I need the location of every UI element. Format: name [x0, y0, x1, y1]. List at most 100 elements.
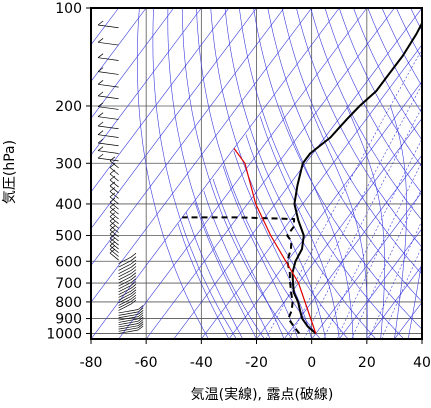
wind-barb-flag-730: [130, 278, 137, 283]
wind-barb-flag-835: [130, 297, 137, 302]
isotherm--150: [91, 8, 147, 83]
wind-barb-shaft-145: [98, 57, 119, 61]
y-tick-label-6: 700: [55, 276, 82, 292]
wind-barb-flag-685: [130, 269, 137, 274]
wind-barb-flag-670: [130, 266, 137, 271]
wind-barb-shaft-445: [109, 211, 119, 220]
background-lines: [91, 8, 422, 339]
wind-barb-shaft-400: [109, 196, 119, 205]
mixing-ratio-line-1: [265, 48, 422, 339]
moist-adiabat-30: [390, 105, 407, 339]
dry-adiabat--30: [152, 8, 237, 339]
mixing-ratio-line-10: [351, 187, 422, 339]
wind-barb-shaft-520: [109, 233, 119, 242]
y-tick-label-0: 100: [55, 1, 82, 17]
y-axis-title: 気圧(hPa): [2, 140, 18, 204]
isotherm--60: [145, 8, 395, 339]
wind-barb-shaft-565: [109, 245, 119, 254]
wind-barb-flag-400: [109, 192, 116, 198]
x-tick-label-2: -40: [190, 355, 213, 371]
wind-barb-shaft-295: [98, 157, 119, 162]
wind-barb-shaft-310: [109, 160, 119, 169]
wind-barb-shaft-925: [118, 318, 139, 323]
wind-barb-flag-655: [130, 263, 137, 268]
wind-barb-shaft-355: [109, 179, 119, 188]
wind-barb-flag-715: [130, 275, 137, 280]
moist-adiabat--15: [203, 190, 271, 339]
wind-barb-flag-895: [137, 310, 144, 315]
wind-barb-flag-1000: [137, 325, 144, 331]
isotherm--120: [91, 8, 230, 193]
wind-barb-shaft-490: [109, 225, 119, 233]
wind-barb-shaft-130: [98, 41, 119, 46]
wind-barb-flag-625: [130, 256, 137, 261]
wind-barb-flag-640: [130, 259, 137, 265]
wind-barb-flag-115: [97, 20, 104, 26]
dry-adiabat-10: [210, 8, 349, 339]
wind-barb-flag-385: [109, 187, 116, 192]
wind-barb-flag-610: [130, 252, 137, 258]
wind-barb-shaft-265: [98, 142, 119, 147]
moist-adiabat--10: [212, 178, 285, 339]
y-tick-label-9: 1000: [46, 326, 82, 342]
wind-barb-flag-175: [97, 80, 104, 85]
wind-barb-shaft-505: [109, 229, 119, 238]
moist-adiabat-10: [259, 116, 340, 339]
isotherm-0: [311, 191, 422, 339]
wind-barb-flag-235: [97, 121, 104, 127]
profile-series: [182, 21, 422, 335]
wind-barb-flag-295: [97, 153, 104, 159]
wind-barb-flag-160: [97, 67, 104, 72]
wind-barb-shaft-640: [118, 263, 132, 271]
wind-barb-shaft-595: [109, 252, 119, 261]
wind-barb-flag-355: [109, 175, 116, 181]
moist-adiabat--25: [185, 212, 243, 339]
x-axis-title: 気温(実線), 露点(破線): [191, 387, 334, 403]
wind-barb-flag-370: [109, 181, 116, 187]
wind-barb-shaft-775: [118, 290, 132, 298]
wind-barb-flag-445: [109, 207, 116, 213]
wind-barb-shaft-1000: [118, 329, 139, 334]
wind-barb-flag-760: [130, 284, 137, 289]
wind-barb-shaft-700: [118, 276, 132, 284]
wind-barb-flag-145: [97, 53, 104, 58]
wind-barb-flag-205: [97, 102, 104, 107]
wind-barb-flag-790: [130, 289, 137, 295]
wind-barb-shaft-850: [118, 303, 132, 311]
wind-barb-shaft-685: [118, 273, 132, 281]
wind-barb-shaft-385: [109, 191, 119, 199]
wind-barb-shaft-730: [118, 282, 132, 290]
wind-barb-flag-250: [97, 130, 104, 135]
wind-barb-flag-820: [130, 294, 137, 300]
moist-adiabat-5: [245, 134, 326, 339]
isotherm--110: [91, 8, 257, 230]
wind-barb-flag-430: [109, 202, 116, 208]
isotherm--30: [228, 81, 422, 339]
moist-adiabat-20: [309, 105, 368, 339]
grid: [91, 8, 422, 339]
x-tick-label-6: 40: [413, 355, 431, 371]
series-line-2: [233, 148, 317, 334]
wind-barb-shaft-370: [109, 185, 119, 194]
wind-barb-flag-700: [130, 272, 137, 277]
wind-barb-shaft-910: [118, 316, 139, 321]
x-tick-label-0: -80: [80, 355, 103, 371]
dry-adiabat--40: [137, 8, 209, 339]
mixing-ratio-line-15: [368, 219, 422, 339]
y-tick-label-7: 800: [55, 295, 82, 311]
wind-barb-flag-265: [97, 138, 104, 144]
wind-barb-shaft-580: [109, 249, 119, 257]
moist-adiabat-25: [346, 105, 385, 339]
wind-barb-flag-880: [137, 307, 144, 313]
dry-adiabat--20: [167, 8, 265, 339]
wind-barb-shaft-940: [118, 320, 139, 326]
wind-barb-flag-190: [97, 91, 104, 97]
x-tick-label-1: -60: [135, 355, 158, 371]
wind-barb-shaft-115: [98, 24, 119, 29]
y-tick-label-8: 900: [55, 312, 82, 328]
wind-barb-flag-280: [97, 146, 104, 151]
dry-adiabat-90: [324, 8, 422, 194]
wind-barb-flag-460: [109, 212, 116, 217]
wind-barb-shaft-160: [98, 71, 119, 75]
